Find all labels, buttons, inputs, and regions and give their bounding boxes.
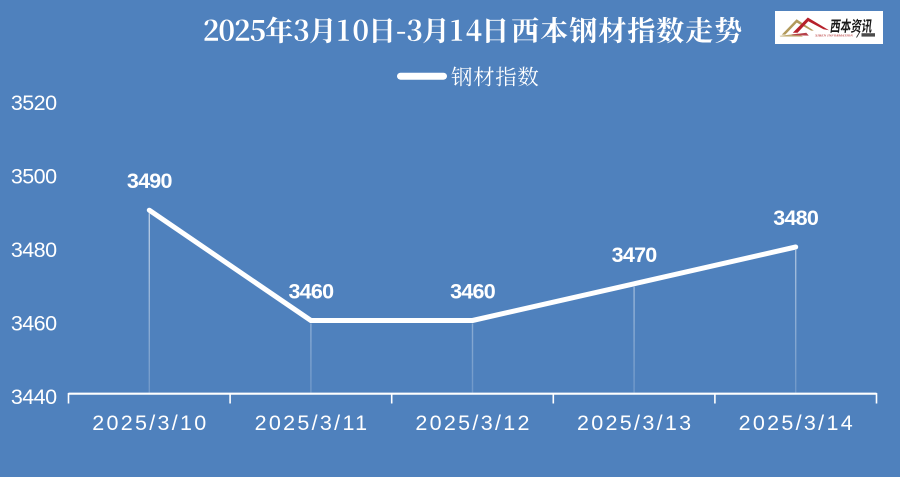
svg-text:3460: 3460 bbox=[11, 311, 57, 335]
svg-text:3460: 3460 bbox=[288, 280, 334, 304]
svg-text:3440: 3440 bbox=[11, 385, 57, 409]
svg-text:3500: 3500 bbox=[11, 164, 57, 188]
svg-text:2025/3/14: 2025/3/14 bbox=[739, 411, 855, 435]
svg-text:3460: 3460 bbox=[450, 280, 496, 304]
svg-text:XIBEN INFORMATION: XIBEN INFORMATION bbox=[814, 34, 853, 38]
svg-text:3480: 3480 bbox=[773, 206, 819, 230]
svg-text:3520: 3520 bbox=[11, 91, 57, 115]
svg-text:3480: 3480 bbox=[11, 238, 57, 262]
svg-text:2025/3/11: 2025/3/11 bbox=[255, 411, 370, 435]
svg-text:3470: 3470 bbox=[612, 243, 658, 267]
svg-text:2025/3/13: 2025/3/13 bbox=[577, 411, 693, 435]
svg-text:3490: 3490 bbox=[127, 169, 173, 193]
svg-text:2025/3/12: 2025/3/12 bbox=[415, 411, 531, 435]
svg-text:2025/3/10: 2025/3/10 bbox=[92, 411, 208, 435]
